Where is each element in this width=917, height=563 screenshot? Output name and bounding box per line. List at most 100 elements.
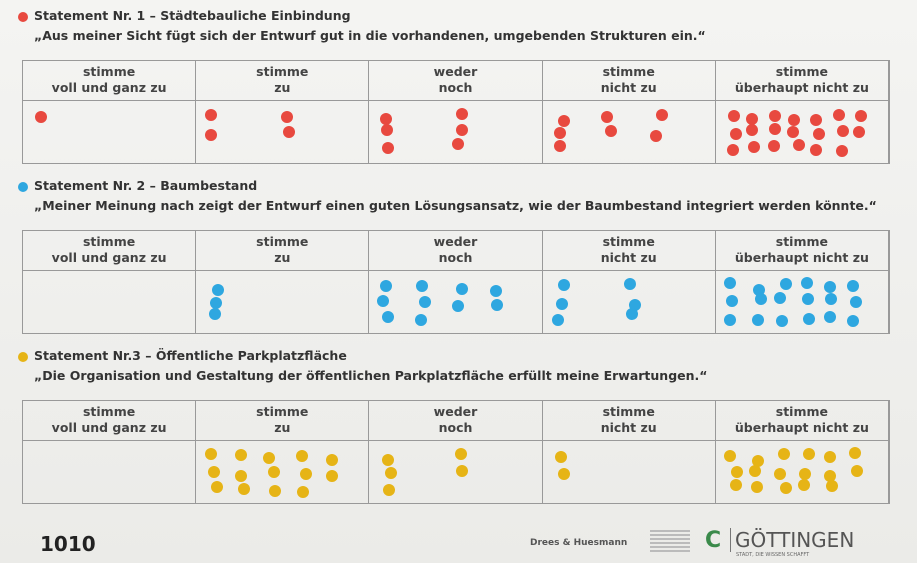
column-header-line: stimme	[602, 404, 655, 419]
vote-dot	[792, 138, 805, 151]
column-header-line: überhaupt nicht zu	[734, 80, 869, 95]
column-header: weder noch	[369, 401, 543, 441]
column-header-line: stimme	[775, 234, 828, 249]
vote-dot	[204, 129, 217, 142]
vote-dot	[725, 294, 738, 307]
vote-cell	[196, 101, 370, 163]
logo-goettingen: GÖTTINGEN	[730, 528, 854, 552]
vote-dot	[385, 466, 398, 479]
vote-dot	[774, 292, 787, 305]
vote-dot	[557, 468, 570, 481]
vote-dot	[382, 311, 395, 324]
vote-dot	[851, 465, 864, 478]
vote-dot	[556, 297, 569, 310]
vote-dot	[282, 125, 295, 138]
vote-dot	[491, 299, 504, 312]
vote-dot	[326, 454, 339, 467]
vote-dot	[853, 126, 866, 139]
vote-dot	[456, 282, 469, 295]
vote-dot	[729, 127, 742, 140]
vote-cell	[716, 101, 889, 163]
vote-dot	[825, 479, 838, 492]
vote-dot	[835, 145, 848, 158]
column-header: stimme nicht zu	[542, 61, 716, 101]
poster-number: 1010	[40, 532, 96, 556]
vote-cell	[369, 271, 543, 333]
statement-quote: „Die Organisation und Gestaltung der öff…	[34, 368, 708, 383]
vote-dot	[237, 483, 250, 496]
vote-dot	[751, 481, 764, 493]
vote-dot	[825, 293, 838, 306]
vote-dot	[748, 141, 761, 154]
vote-dot	[748, 465, 761, 478]
column-header: stimme überhaupt nicht zu	[715, 401, 889, 441]
vote-dot	[847, 314, 860, 327]
column-header-line: stimme	[256, 234, 309, 249]
vote-dot	[456, 107, 469, 120]
vote-dot	[296, 450, 309, 463]
vote-dot	[810, 143, 823, 156]
vote-dot	[454, 447, 467, 460]
vote-cell	[716, 271, 889, 333]
vote-dot	[779, 278, 792, 291]
statement-title: Statement Nr. 2 – Baumbestand	[34, 178, 258, 193]
rating-table: stimme voll und ganz zu stimme zu weder noch s…	[22, 400, 890, 504]
vote-dot	[854, 110, 867, 123]
vote-dot	[624, 278, 637, 291]
column-header-line: weder	[433, 64, 478, 79]
column-header: stimme zu	[196, 401, 370, 441]
vote-dot	[415, 314, 428, 326]
column-header-line: zu	[274, 250, 291, 265]
vote-dot	[787, 114, 800, 127]
statement-quote: „Meiner Meinung nach zeigt der Entwurf e…	[34, 198, 877, 213]
column-header-line: überhaupt nicht zu	[734, 420, 869, 435]
column-header-line: überhaupt nicht zu	[734, 250, 869, 265]
column-header-line: stimme	[775, 404, 828, 419]
vote-dot	[824, 469, 837, 482]
logo-goettingen-sub: STADT, DIE WISSEN SCHAFFT	[736, 552, 810, 558]
vote-dot	[824, 280, 837, 293]
column-header-line: stimme	[82, 64, 136, 79]
vote-dot	[656, 108, 669, 121]
logo-drees: Drees & Huesmann	[530, 538, 628, 548]
vote-dot	[801, 277, 814, 290]
vote-dot	[769, 123, 782, 136]
vote-dot	[778, 448, 791, 461]
vote-dot	[268, 466, 281, 479]
vote-dot	[553, 126, 566, 139]
vote-dot	[554, 139, 567, 152]
vote-dot	[787, 125, 800, 138]
vote-dot	[723, 313, 736, 326]
column-header: stimme nicht zu	[542, 231, 716, 271]
vote-cell	[23, 101, 197, 163]
vote-cell	[716, 441, 889, 503]
vote-dot	[809, 114, 822, 127]
vote-dot	[211, 480, 224, 493]
column-header-line: weder	[433, 404, 478, 419]
vote-dot	[208, 307, 221, 320]
column-header: stimme zu	[196, 61, 370, 101]
vote-cell	[196, 441, 370, 503]
logo-c: C	[705, 528, 722, 553]
vote-dot	[745, 124, 758, 137]
statement-title: Statement Nr.3 – Öffentliche Parkplatzfl…	[34, 348, 347, 363]
vote-dot	[415, 280, 428, 293]
column-header: stimme voll und ganz zu	[23, 231, 197, 271]
column-header: stimme überhaupt nicht zu	[715, 231, 889, 271]
vote-dot	[802, 293, 815, 306]
column-header-line: noch	[438, 250, 473, 265]
vote-dot	[558, 114, 571, 127]
vote-dot	[552, 314, 565, 327]
statement-bullet	[18, 352, 28, 362]
vote-dot	[299, 467, 312, 480]
vote-cell	[23, 441, 197, 503]
vote-dot	[456, 465, 469, 478]
vote-dot	[650, 130, 663, 143]
vote-cell	[543, 101, 716, 163]
column-header-line: nicht zu	[600, 420, 657, 435]
vote-dot	[754, 293, 767, 306]
vote-dot	[832, 108, 845, 121]
column-header-line: stimme	[256, 64, 309, 79]
vote-dot	[489, 284, 502, 297]
